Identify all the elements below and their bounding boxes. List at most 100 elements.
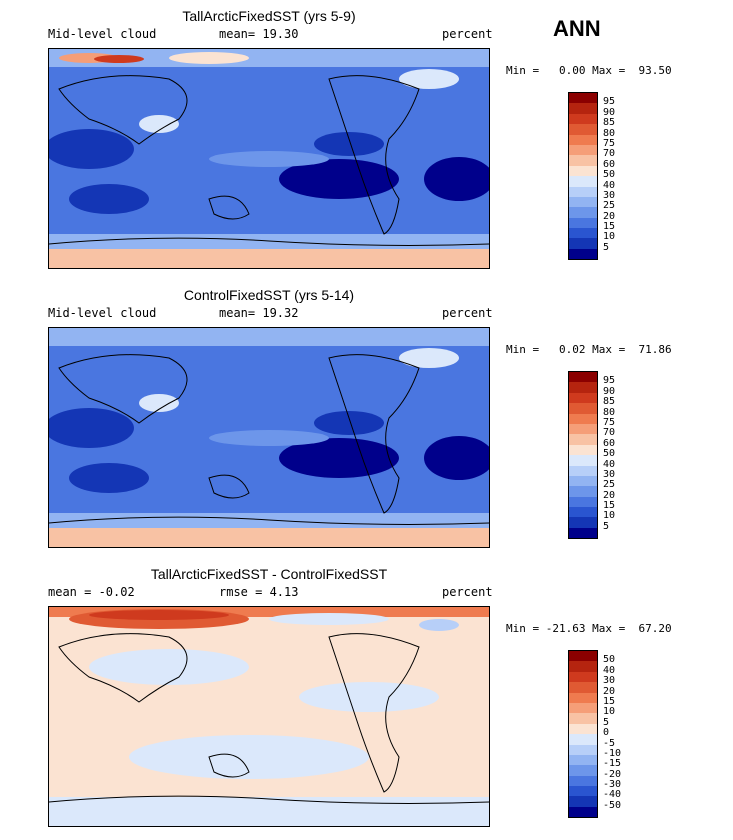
australia-outline	[208, 474, 250, 499]
colorbar-swatch	[569, 465, 597, 476]
satlantic-dark	[424, 436, 489, 480]
colorbar-swatch	[569, 155, 597, 166]
colorbar-swatch	[569, 113, 597, 125]
australia-outline	[208, 753, 250, 778]
americas-outline	[328, 633, 420, 793]
colorbar	[568, 650, 598, 819]
colorbar-tick-label: 90	[603, 106, 616, 118]
eurasia-outline	[58, 354, 188, 424]
colorbar-tick-label: 40	[603, 458, 616, 470]
colorbar-swatch	[569, 186, 597, 197]
colorbar-swatch	[569, 124, 597, 135]
australia-outline	[208, 195, 250, 220]
colorbar-swatch	[569, 723, 597, 735]
units-label: percent	[442, 27, 493, 41]
colorbar-tick-label: 50	[603, 654, 616, 666]
colorbar-swatch	[569, 144, 597, 156]
colorbar-swatch	[569, 496, 597, 508]
colorbar-swatch	[569, 682, 597, 693]
colorbar-swatch	[569, 527, 597, 539]
colorbar-labels: 50 40 30 20 15 10 5 0 -5 -10 -15 -20 -30 -40 -50	[603, 650, 621, 816]
eurasia-outline	[58, 633, 188, 703]
colorbar-swatch	[569, 486, 597, 497]
colorbar	[568, 92, 598, 261]
colorbar-tick-label: 25	[603, 200, 616, 212]
colorbar-swatch	[569, 93, 597, 104]
colorbar-swatch	[569, 423, 597, 435]
heatmap-map	[48, 327, 490, 548]
colorbar-tick-label: -40	[603, 789, 622, 801]
greenland-cool	[419, 619, 459, 631]
rmse-label: rmse = 4.13	[219, 585, 299, 599]
heatmap-map	[48, 48, 490, 269]
colorbar-swatch	[569, 392, 597, 404]
colorbar-tick-label: 90	[603, 385, 616, 397]
units-label: percent	[442, 306, 493, 320]
itcz-band	[209, 430, 329, 446]
colorbar-tick-label: 20	[603, 210, 616, 222]
colorbar-swatch	[569, 661, 597, 672]
colorbar-swatch	[569, 434, 597, 445]
minmax-text: Min = 0.02 Max = 71.86	[506, 343, 672, 356]
colorbar-tick-label: 60	[603, 158, 616, 170]
colorbar-swatch	[569, 734, 597, 745]
panel-control: ControlFixedSST (yrs 5-14) Mid-level clo…	[0, 279, 733, 559]
map-svg	[49, 607, 489, 826]
eurasia-outline	[58, 75, 188, 145]
tibet-region	[139, 394, 179, 412]
colorbar-labels: 95 90 85 80 75 70 60 50 40 30 25 20 15 10 5	[603, 371, 615, 537]
arctic-cool	[269, 613, 389, 625]
colorbar-tick-label: 50	[603, 448, 616, 460]
antarctic-band	[49, 249, 489, 268]
minmax-text: Min = 0.00 Max = 93.50	[506, 64, 672, 77]
mean-label: mean= 19.32	[219, 306, 299, 320]
colorbar-tick-label: 5	[603, 716, 610, 728]
sindian-deep	[69, 463, 149, 493]
colorbar-tick-label: 95	[603, 375, 616, 387]
itcz-band	[209, 151, 329, 167]
colorbar-swatch	[569, 248, 597, 260]
colorbar-tick-label: 85	[603, 396, 616, 408]
colorbar-swatch	[569, 103, 597, 114]
colorbar-tick-label: 5	[603, 520, 610, 532]
variable-label: Mid-level cloud	[48, 27, 157, 41]
colorbar-swatch	[569, 786, 597, 797]
season-label: ANN	[553, 16, 601, 41]
panel-difference: TallArcticFixedSST - ControlFixedSST mea…	[0, 558, 733, 838]
colorbar-swatch	[569, 403, 597, 414]
greenland-region	[399, 348, 459, 368]
colorbar-tick-label: 40	[603, 664, 616, 676]
colorbar-tick-label: 20	[603, 685, 616, 697]
colorbar-swatch	[569, 702, 597, 714]
colorbar-swatch	[569, 413, 597, 424]
indian-ocean-deep	[49, 129, 134, 169]
colorbar	[568, 371, 598, 540]
colorbar-swatch	[569, 382, 597, 393]
colorbar-tick-label: 20	[603, 489, 616, 501]
indian-ocean-deep	[49, 408, 134, 448]
colorbar-tick-label: 0	[603, 727, 610, 739]
southern-cool	[129, 735, 369, 779]
colorbar-tick-label: 50	[603, 169, 616, 181]
colorbar-tick-label: -50	[603, 799, 622, 811]
colorbar-tick-label: -20	[603, 768, 622, 780]
antarctic-coast	[49, 516, 489, 525]
mean-label: mean= 19.30	[219, 27, 299, 41]
colorbar-tick-label: 30	[603, 675, 616, 687]
antarctic-coast	[49, 795, 489, 804]
colorbar-tick-label: 15	[603, 695, 616, 707]
colorbar-tick-label: 95	[603, 96, 616, 108]
tibet-region	[139, 115, 179, 133]
colorbar-swatch	[569, 475, 597, 487]
npacific-deep	[314, 411, 384, 435]
variable-label: Mid-level cloud	[48, 306, 157, 320]
satlantic-dark	[424, 157, 489, 201]
colorbar-swatch	[569, 806, 597, 818]
npacific-deep	[314, 132, 384, 156]
greenland-region	[399, 69, 459, 89]
colorbar-tick-label: -30	[603, 779, 622, 791]
colorbar-swatch	[569, 765, 597, 776]
antarctic-cool	[49, 797, 489, 826]
colorbar-swatch	[569, 507, 597, 518]
mean-label: mean = -0.02	[48, 585, 135, 599]
